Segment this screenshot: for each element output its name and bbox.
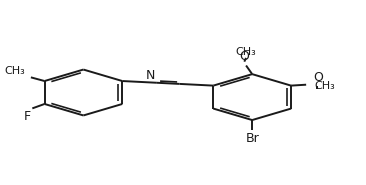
Text: O: O [313, 71, 323, 84]
Text: O: O [239, 50, 249, 63]
Text: N: N [146, 69, 155, 82]
Text: CH₃: CH₃ [236, 47, 257, 57]
Text: Br: Br [245, 132, 259, 145]
Text: CH₃: CH₃ [314, 81, 335, 91]
Text: CH₃: CH₃ [5, 65, 26, 75]
Text: F: F [24, 110, 31, 123]
